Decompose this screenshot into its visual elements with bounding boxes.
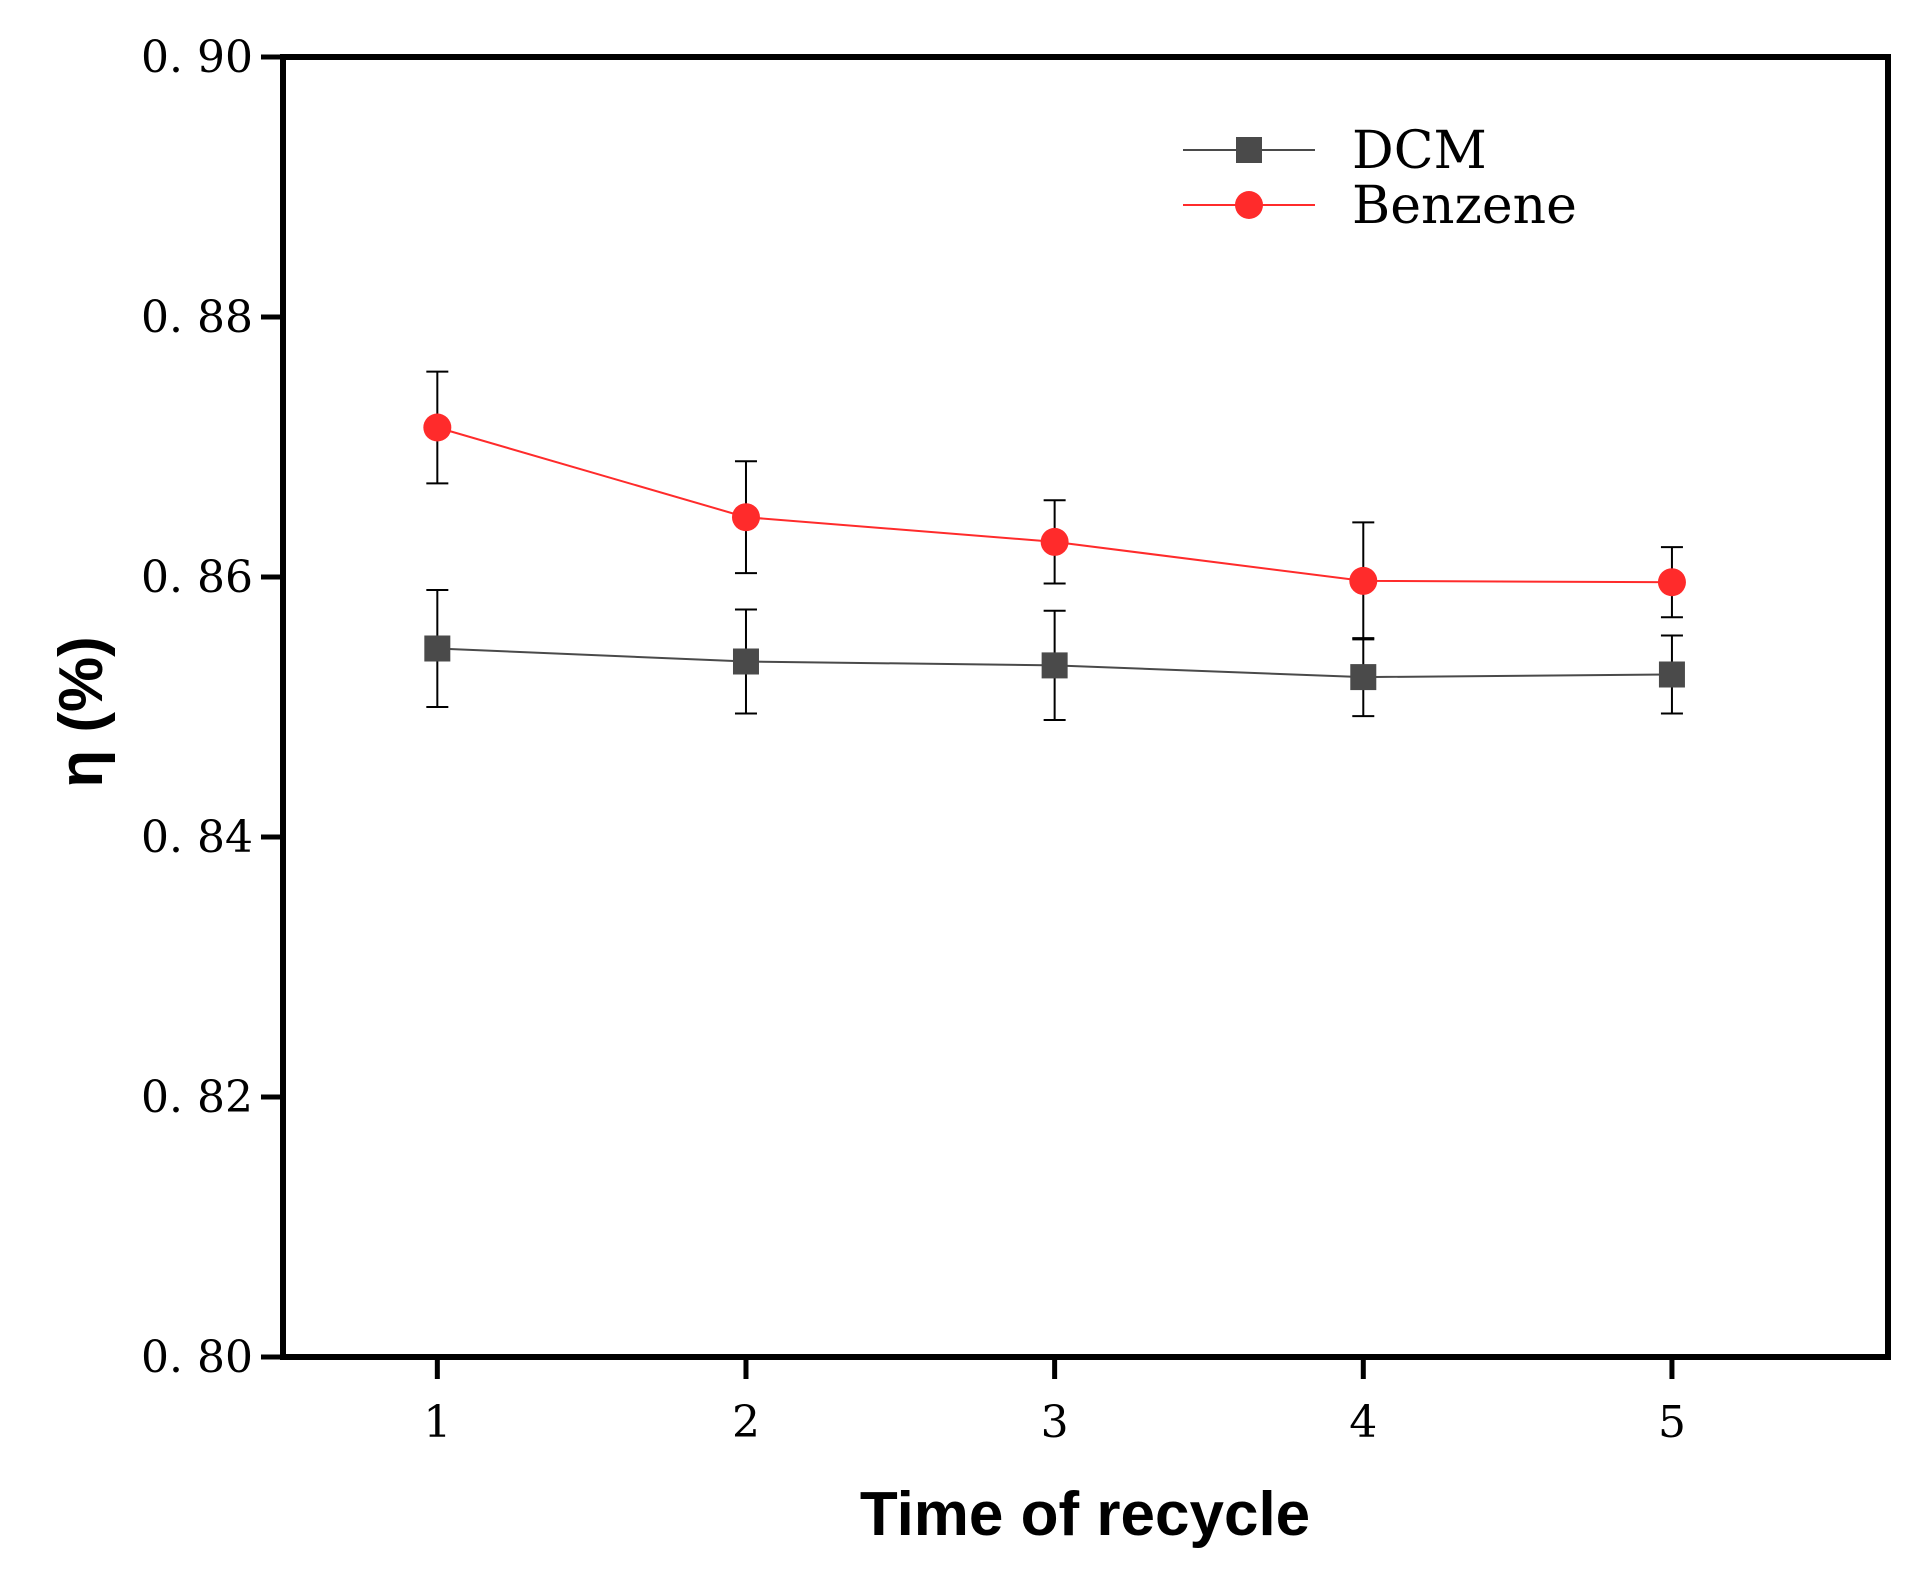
data-point-dcm bbox=[1041, 652, 1068, 679]
series-benzene bbox=[423, 370, 1686, 641]
y-tick-label: 0. 88 bbox=[141, 292, 253, 343]
plot-border bbox=[280, 54, 1891, 1360]
legend-label-dcm: DCM bbox=[1352, 121, 1487, 181]
legend-label-benzene: Benzene bbox=[1352, 176, 1577, 236]
y-tick-label: 0. 90 bbox=[141, 32, 253, 83]
y-tick-label: 0. 86 bbox=[141, 552, 253, 603]
legend-item-dcm: DCM bbox=[1183, 121, 1487, 181]
x-axis-ticks: 1 2 3 4 5 bbox=[423, 1357, 1686, 1448]
legend-marker-benzene bbox=[1235, 191, 1263, 219]
data-point-dcm bbox=[424, 635, 451, 662]
y-tick-label: 0. 82 bbox=[141, 1072, 253, 1123]
x-tick-label: 3 bbox=[1041, 1397, 1069, 1448]
y-axis-title: η (%) bbox=[47, 636, 116, 788]
plot-frame bbox=[280, 54, 1891, 1360]
data-point-benzene bbox=[1349, 566, 1378, 595]
data-point-dcm bbox=[1350, 664, 1377, 691]
series-layer bbox=[423, 370, 1686, 721]
data-point-benzene bbox=[423, 413, 452, 442]
data-point-dcm bbox=[732, 648, 759, 675]
x-axis-title: Time of recycle bbox=[860, 1480, 1310, 1549]
data-point-benzene bbox=[1657, 568, 1686, 597]
data-point-benzene bbox=[1040, 527, 1069, 556]
y-tick-label: 0. 84 bbox=[141, 812, 253, 863]
x-tick-label: 1 bbox=[423, 1397, 451, 1448]
x-tick-label: 2 bbox=[732, 1397, 760, 1448]
x-tick-label: 4 bbox=[1349, 1397, 1377, 1448]
data-point-benzene bbox=[731, 503, 760, 532]
legend-item-benzene: Benzene bbox=[1183, 176, 1577, 236]
data-point-dcm bbox=[1658, 661, 1685, 688]
legend-marker-dcm bbox=[1236, 137, 1262, 163]
y-axis-ticks: 0. 80 0. 82 0. 84 0. 86 0. 88 0. 90 bbox=[141, 32, 283, 1383]
y-tick-label: 0. 80 bbox=[141, 1332, 253, 1383]
x-tick-label: 5 bbox=[1658, 1397, 1686, 1448]
series-dcm bbox=[424, 589, 1685, 721]
